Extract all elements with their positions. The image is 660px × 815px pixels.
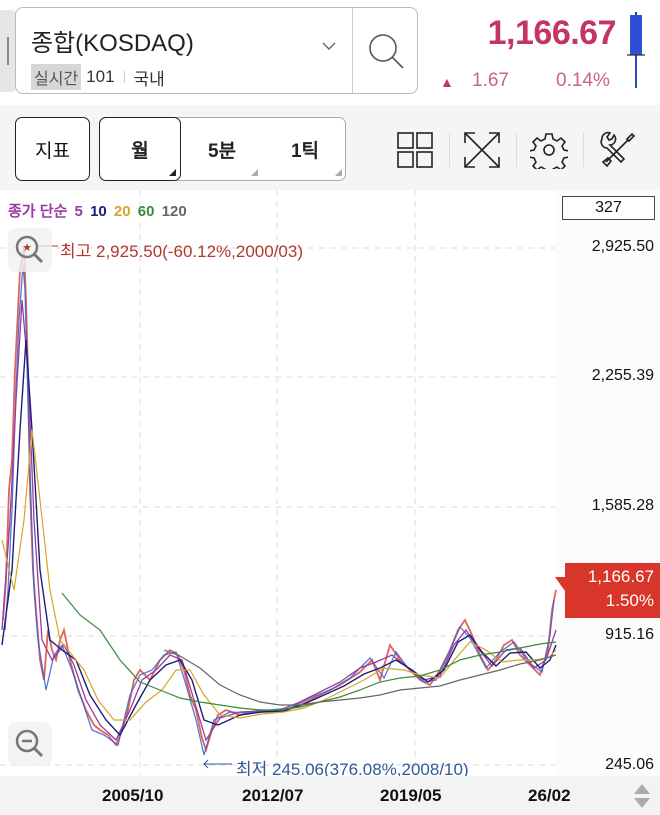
y-label: 245.06 (605, 756, 654, 773)
legend-ma120: 120 (161, 203, 187, 220)
layout-grid-button[interactable] (395, 130, 435, 170)
zoom-in-icon: ★ (15, 235, 44, 264)
fullscreen-button[interactable] (462, 130, 502, 170)
fullscreen-icon (464, 132, 500, 168)
up-arrow-icon: ▲ (440, 74, 454, 90)
search-icon (368, 33, 404, 69)
symbol-name: 종합(KOSDAQ) (31, 30, 194, 57)
price-chart[interactable]: 종가 단순 5 10 20 60 120 327 ★ 최고 2,925.50(-… (0, 190, 660, 779)
legend-ma60: 60 (137, 203, 155, 220)
symbol-selector[interactable]: 종합(KOSDAQ) 실시간 101 국내 (15, 7, 418, 94)
legend-ma20: 20 (113, 203, 131, 220)
x-label: 2012/07 (242, 786, 304, 805)
high-annotation: 최고 2,925.50(-60.12%,2000/03) (60, 242, 303, 261)
search-button[interactable] (353, 8, 418, 93)
y-label: 1,585.28 (591, 497, 654, 514)
side-handle-icon (7, 37, 9, 65)
layout-grid-icon (397, 132, 433, 168)
realtime-badge: 실시간 (31, 64, 82, 90)
zoom-out-button[interactable] (8, 722, 52, 766)
dropdown-corner-icon (169, 169, 176, 176)
settings-gear-icon (530, 133, 568, 169)
dropdown-corner-icon (251, 169, 258, 176)
legend-ma10: 10 (90, 203, 107, 220)
current-price-tag: 1,166.67 1.50% (555, 563, 660, 618)
meta-divider (123, 71, 125, 83)
period-label: 1틱 (290, 140, 320, 162)
chart-toolbar: 지표 월 5분 1틱 (0, 105, 660, 190)
price-change: 1.67 (472, 70, 509, 91)
price-change-percent: 0.14% (556, 70, 610, 91)
legend-ma5: 5 (74, 203, 83, 220)
x-label: 26/02 (528, 786, 571, 805)
current-price-percent: 1.50% (605, 591, 654, 610)
visible-count-input[interactable]: 327 (562, 196, 655, 220)
symbol-code: 101 (86, 67, 115, 86)
period-5min-button[interactable]: 5분 (182, 118, 262, 180)
period-1tick-button[interactable]: 1틱 (264, 118, 346, 180)
mini-candle-icon (627, 12, 645, 88)
dropdown-corner-icon (335, 169, 342, 176)
x-label: 2005/10 (102, 786, 164, 805)
settings-button[interactable] (529, 130, 569, 170)
period-label: 5분 (207, 140, 237, 162)
y-label: 915.16 (605, 626, 654, 643)
y-label: 2,255.39 (591, 367, 654, 384)
indicator-button[interactable]: 지표 (15, 117, 90, 181)
svg-text:★: ★ (22, 241, 32, 254)
y-axis-area[interactable] (555, 190, 660, 776)
toolbar-divider (583, 133, 584, 167)
symbol-meta: 실시간 101 국내 (31, 64, 165, 90)
divider (352, 8, 353, 93)
period-selector: 월 5분 1틱 (99, 117, 346, 181)
current-price-value: 1,166.67 (587, 567, 654, 586)
zoom-in-button[interactable]: ★ (8, 228, 52, 272)
chart-plot (0, 190, 557, 776)
period-label: 월 (131, 140, 149, 162)
x-axis[interactable]: 2005/10 2012/07 2019/05 26/02 (0, 776, 660, 815)
low-annotation: 최저 245.06(376.08%,2008/10) (236, 760, 469, 779)
toolbar-divider (449, 133, 450, 167)
toolbar-divider (516, 133, 517, 167)
y-label: 2,925.50 (591, 238, 654, 255)
market-label: 국내 (133, 69, 165, 89)
header: 종합(KOSDAQ) 실시간 101 국내 1,166.67 ▲ 1.67 0.… (0, 0, 660, 105)
x-label: 2019/05 (380, 786, 442, 805)
period-month-button[interactable]: 월 (99, 117, 181, 181)
chevron-down-icon[interactable] (321, 38, 337, 54)
current-price: 1,166.67 (487, 14, 617, 52)
legend-prefix: 종가 단순 (8, 203, 68, 220)
ma-legend[interactable]: 종가 단순 5 10 20 60 120 (8, 200, 190, 221)
tools-wrench-icon (600, 131, 636, 168)
scroll-arrows-icon[interactable] (632, 782, 652, 810)
tools-button[interactable] (597, 130, 637, 170)
zoom-out-icon (15, 729, 44, 758)
